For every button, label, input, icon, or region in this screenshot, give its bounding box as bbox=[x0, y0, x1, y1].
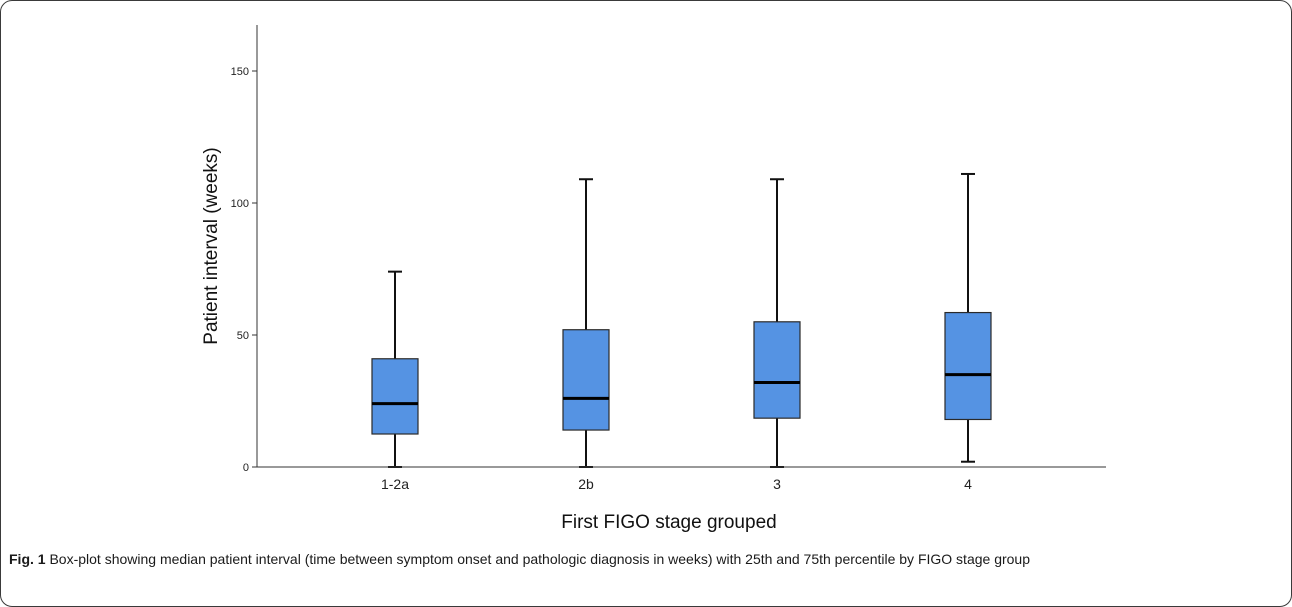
x-axis-title: First FIGO stage grouped bbox=[561, 512, 776, 533]
iqr-box bbox=[753, 321, 801, 419]
figure-caption: Fig. 1 Box-plot showing median patient i… bbox=[9, 549, 1279, 570]
iqr-box bbox=[371, 358, 419, 435]
box-1-2a bbox=[371, 270, 419, 468]
x-axis-ticks: 1-2a 2b 3 4 bbox=[381, 476, 972, 492]
box-2b bbox=[562, 178, 610, 468]
box-series bbox=[371, 172, 992, 468]
y-tick-label: 0 bbox=[243, 462, 249, 474]
x-tick-label: 4 bbox=[964, 476, 972, 492]
caption-text: Box-plot showing median patient interval… bbox=[45, 551, 1030, 567]
iqr-box bbox=[562, 329, 610, 431]
box-4 bbox=[944, 172, 992, 463]
y-axis-ticks: 0 50 100 150 bbox=[231, 66, 257, 474]
iqr-box bbox=[944, 311, 992, 421]
y-tick-label: 50 bbox=[237, 330, 249, 342]
x-tick-label: 1-2a bbox=[381, 476, 409, 492]
x-tick-label: 3 bbox=[773, 476, 781, 492]
y-tick-label: 150 bbox=[231, 66, 249, 78]
x-tick-label: 2b bbox=[578, 476, 594, 492]
box-plot: 0 50 100 150 1-2a 2b 3 4 Patient interval (wee… bbox=[201, 25, 1106, 533]
y-tick-label: 100 bbox=[231, 198, 249, 210]
box-3 bbox=[753, 178, 801, 468]
y-axis-title: Patient interval (weeks) bbox=[201, 147, 222, 344]
caption-label: Fig. 1 bbox=[9, 551, 46, 567]
